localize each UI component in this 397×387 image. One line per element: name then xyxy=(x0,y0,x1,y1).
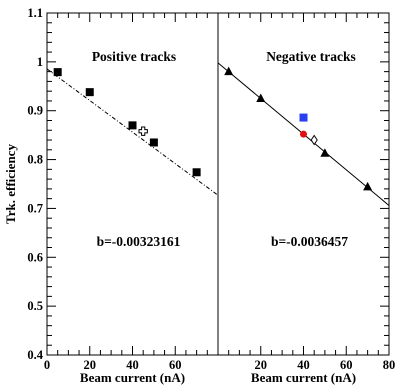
panel1-square-marker xyxy=(149,138,158,147)
panel1-y-tick-label: 0.9 xyxy=(27,104,43,118)
panel1-x-tick-label: 0 xyxy=(44,358,50,372)
panel1-frame xyxy=(46,12,219,356)
panel1-y-tick-label: 1 xyxy=(37,55,43,69)
panel2-triangle-marker xyxy=(256,93,266,102)
panel1-x-tick-label: 60 xyxy=(169,358,182,372)
panel1-fit-line xyxy=(47,68,218,196)
panel2-triangle-marker xyxy=(363,181,373,191)
text-layer: 0 20 40 60 0.4 0.5 0.6 0.7 0.8 0.9 1 1.1 Beam curren… xyxy=(27,6,395,385)
panel2-x-tick-label: 40 xyxy=(297,358,310,372)
panel1-slope-annotation: b=-0.00323161 xyxy=(97,234,181,249)
y-axis-title: Trk. efficiency xyxy=(3,144,18,224)
panel1-y-tick-label: 1.1 xyxy=(27,6,43,20)
panel1-y-tick-label: 0.6 xyxy=(27,250,43,264)
panel2-triangle-marker xyxy=(224,66,234,76)
panel2-x-tick-label: 20 xyxy=(255,358,268,372)
panel2-title: Negative tracks xyxy=(266,49,356,64)
panel1-y-tick-label: 0.4 xyxy=(27,348,43,362)
panel1-y-tick-label: 0.8 xyxy=(27,153,43,167)
panel1-x-tick-label: 40 xyxy=(126,358,139,372)
panel2-square-marker xyxy=(299,113,308,122)
panel1-title: Positive tracks xyxy=(92,49,176,64)
panel1-square-marker xyxy=(53,68,62,77)
panel1-square-marker xyxy=(85,88,94,97)
panel2-circle-marker xyxy=(300,130,307,138)
axes-layer xyxy=(46,12,390,356)
panel1-x-tick-label: 20 xyxy=(84,358,97,372)
panel2-x-axis-title: Beam current (nA) xyxy=(251,370,356,385)
panel1-x-axis-title: Beam current (nA) xyxy=(80,370,185,385)
panel1-square-marker xyxy=(192,168,201,177)
panel2-x-tick-label: 60 xyxy=(340,358,353,372)
panel2-diamond-marker xyxy=(310,134,318,146)
panel2-triangle-marker xyxy=(320,148,330,157)
panel1-square-marker xyxy=(128,121,137,130)
panel1-cross-marker xyxy=(138,126,148,136)
panel2-x-tick-label: 80 xyxy=(383,358,396,372)
panel1-y-tick-label: 0.5 xyxy=(27,299,43,313)
panel2-slope-annotation: b=-0.0036457 xyxy=(271,234,348,249)
marks-layer xyxy=(47,62,389,206)
panel1-y-tick-label: 0.7 xyxy=(27,201,43,215)
